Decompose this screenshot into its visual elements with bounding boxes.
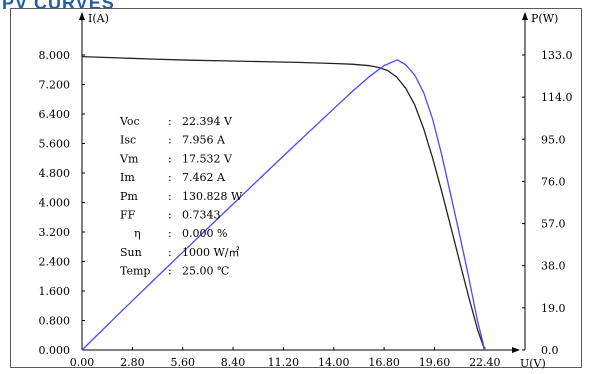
x-tick-label: 8.40 <box>221 356 246 369</box>
info-param-name: FF <box>120 209 136 222</box>
info-param-value: 0.000 % <box>182 227 227 240</box>
info-param-value: 130.828 W <box>182 190 243 203</box>
x-tick-label: 0.00 <box>70 356 95 369</box>
info-param-value: 7.462 A <box>182 171 226 184</box>
y-right-tick-label: 19.0 <box>541 302 566 315</box>
info-param-name: Im <box>120 171 135 184</box>
y-axis-right-label: P(W) <box>531 12 558 25</box>
y-right-tick-label: 0.0 <box>541 344 559 357</box>
info-param-colon: : <box>168 171 172 184</box>
info-param-value: 7.956 A <box>182 134 226 147</box>
info-param-name: η <box>134 227 141 240</box>
y-right-tick-label: 133.0 <box>541 49 573 62</box>
x-tick-label: 19.60 <box>419 356 451 369</box>
y-left-tick-label: 5.600 <box>39 138 71 151</box>
info-param-colon: : <box>168 152 172 165</box>
y-right-tick-label: 57.0 <box>541 218 566 231</box>
info-param-value: 0.7343 <box>182 209 221 222</box>
y-left-tick-label: 8.000 <box>39 49 71 62</box>
y-left-tick-label: 0.000 <box>39 344 71 357</box>
info-param-name: Sun <box>120 246 142 259</box>
x-axis-label: U(V) <box>520 357 546 370</box>
y-left-tick-label: 2.400 <box>39 256 71 269</box>
x-tick-label: 22.40 <box>469 356 501 369</box>
info-param-value: 25.00 ℃ <box>182 265 229 278</box>
y-left-tick-label: 4.800 <box>39 167 71 180</box>
info-param-colon: : <box>168 134 172 147</box>
y-axis-left-label: I(A) <box>88 12 109 25</box>
y-left-tick-label: 4.000 <box>39 197 71 210</box>
info-param-value: 1000 W/㎡ <box>182 246 240 259</box>
chart-panel <box>10 8 582 368</box>
y-left-tick-label: 7.200 <box>39 79 71 92</box>
info-param-colon: : <box>168 115 172 128</box>
x-tick-label: 16.80 <box>368 356 400 369</box>
info-param-name: Pm <box>120 190 138 203</box>
y-axis-left-arrow <box>79 12 85 20</box>
y-right-tick-label: 114.0 <box>541 91 573 104</box>
x-tick-label: 2.80 <box>120 356 145 369</box>
info-param-name: Voc <box>119 115 140 128</box>
y-right-tick-label: 76.0 <box>541 175 566 188</box>
pv-curve-line <box>81 59 486 351</box>
info-param-colon: : <box>168 190 172 203</box>
info-param-colon: : <box>168 246 172 259</box>
iv-curve-line <box>81 55 486 351</box>
info-param-name: Temp <box>120 265 150 278</box>
info-param-colon: : <box>168 209 172 222</box>
info-param-value: 22.394 V <box>182 115 233 128</box>
x-tick-label: 14.00 <box>318 356 350 369</box>
info-param-colon: : <box>168 265 172 278</box>
y-left-tick-label: 1.600 <box>39 285 71 298</box>
info-param-value: 17.532 V <box>182 152 233 165</box>
info-param-name: Isc <box>120 134 136 147</box>
y-right-tick-label: 38.0 <box>541 260 566 273</box>
x-tick-label: 5.60 <box>170 356 195 369</box>
x-tick-label: 11.20 <box>268 356 300 369</box>
y-axis-right-arrow <box>522 12 528 20</box>
y-left-tick-label: 0.800 <box>39 315 71 328</box>
info-param-colon: : <box>168 227 172 240</box>
y-left-tick-label: 6.400 <box>39 108 71 121</box>
y-left-tick-label: 3.200 <box>39 226 71 239</box>
x-axis-arrow <box>512 347 520 353</box>
y-right-tick-label: 95.0 <box>541 133 566 146</box>
info-param-name: Vm <box>119 152 139 165</box>
